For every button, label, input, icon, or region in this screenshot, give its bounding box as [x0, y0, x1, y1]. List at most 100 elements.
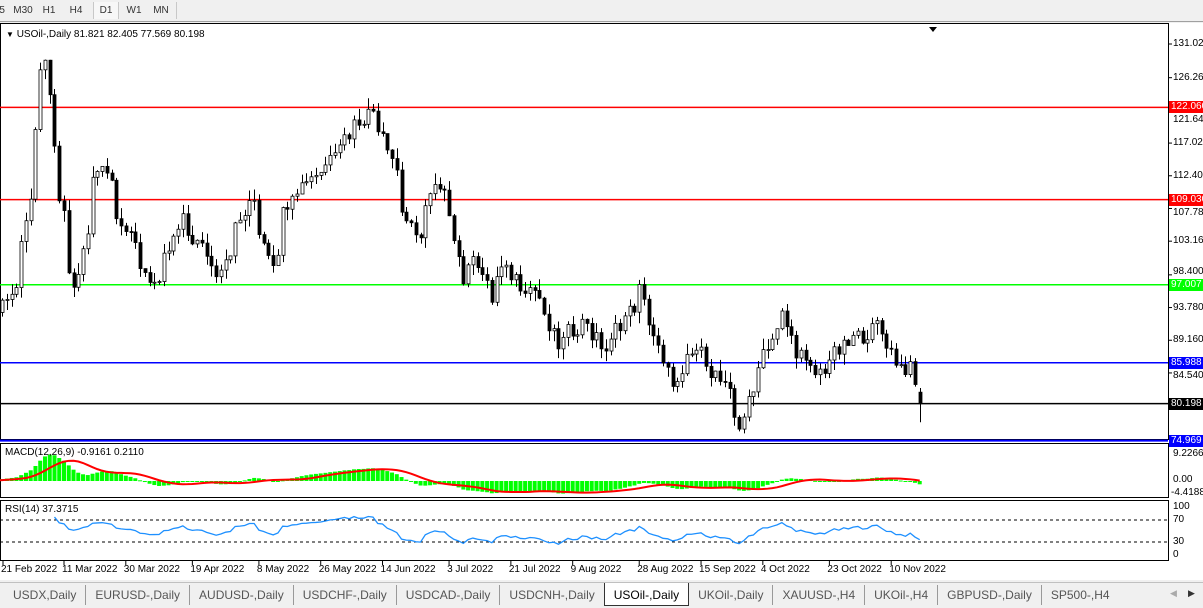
macd-histogram-bar: [81, 474, 86, 481]
candle-body: [846, 339, 851, 346]
price-axis-label: 112.400: [1173, 169, 1203, 181]
candle-body: [438, 184, 443, 190]
candle-body: [300, 182, 305, 195]
chart-tab[interactable]: USDCAD-,Daily: [397, 585, 501, 605]
macd-axis-min: -4.4188: [1171, 487, 1203, 498]
candle-body: [14, 287, 19, 295]
macd-histogram-bar: [794, 478, 799, 481]
chart-tab[interactable]: GBPUSD-,Daily: [938, 585, 1042, 605]
level-price-label: 85.988: [1169, 356, 1203, 369]
candle-body: [133, 231, 138, 243]
chart-tabs: USDX,Daily EURUSD-,Daily AUDUSD-,Daily USDC…: [0, 582, 1203, 608]
macd-histogram-bar: [475, 481, 480, 492]
macd-histogram-bar: [513, 481, 518, 492]
chart-tab[interactable]: UKOil-,H4: [865, 585, 939, 605]
timeframe-w1[interactable]: W1: [126, 5, 142, 16]
candle-body: [423, 205, 428, 239]
macd-histogram-bar: [760, 481, 765, 487]
timeframe-m5[interactable]: M5: [0, 5, 5, 16]
macd-histogram-bar: [570, 481, 575, 494]
macd-histogram-bar: [385, 471, 390, 481]
macd-label: MACD(12,26,9) -0.9161 0.2110: [5, 447, 144, 458]
chart-tab[interactable]: AUDUSD-,Daily: [190, 585, 294, 605]
date-axis-label: 10 Nov 2022: [889, 564, 946, 575]
macd-histogram-bar: [418, 481, 423, 486]
price-axis-label: 93.780: [1173, 301, 1203, 313]
macd-histogram-bar: [161, 481, 166, 486]
chart-tab[interactable]: USDCHF-,Daily: [294, 585, 397, 605]
macd-histogram-bar: [428, 481, 433, 486]
chart-tab[interactable]: USDX,Daily: [4, 585, 87, 605]
macd-histogram-bar: [708, 481, 713, 488]
macd-histogram-bar: [104, 471, 109, 481]
macd-histogram-bar: [523, 481, 528, 492]
candle-body: [62, 200, 67, 211]
chart-tab[interactable]: SP500-,H4: [1050, 588, 1110, 602]
timeframe-mn[interactable]: MN: [153, 5, 169, 16]
candle-body: [823, 368, 828, 374]
chart-tab[interactable]: EURUSD-,Daily: [86, 585, 191, 605]
price-axis-label: 126.260: [1173, 71, 1203, 83]
macd-histogram-bar: [718, 481, 723, 488]
tab-scroll-left-icon[interactable]: ◀: [1170, 588, 1177, 598]
rsi-axis-0: 0: [1173, 549, 1179, 560]
macd-histogram-bar: [233, 481, 238, 483]
timeframe-h4[interactable]: H4: [69, 5, 83, 16]
macd-histogram-bar: [542, 481, 547, 492]
candle-body: [761, 349, 766, 369]
macd-histogram-bar: [180, 481, 185, 483]
candle-body: [95, 171, 100, 178]
candle-body: [642, 284, 647, 300]
candle-body: [623, 315, 628, 332]
macd-histogram-bar: [684, 481, 689, 489]
macd-histogram-bar: [157, 481, 162, 486]
candle-body: [442, 188, 447, 191]
macd-histogram-bar: [480, 481, 485, 492]
macd-histogram-bar: [442, 481, 447, 484]
macd-pane-frame: [0, 443, 1169, 498]
candle-body: [618, 322, 623, 332]
timeframe-m30[interactable]: M30: [13, 5, 33, 16]
candle-body: [561, 336, 566, 350]
chart-tab[interactable]: UKOil-,Daily: [689, 585, 774, 605]
date-axis-label: 28 Aug 2022: [637, 564, 694, 575]
candle-body: [766, 349, 771, 351]
level-price-label: 122.060: [1169, 101, 1203, 114]
candle-body: [33, 129, 38, 200]
candle-body: [119, 218, 124, 227]
candle-body: [419, 234, 424, 239]
macd-histogram-bar: [565, 481, 570, 494]
candle-body: [647, 298, 652, 326]
macd-histogram-bar: [784, 478, 789, 481]
macd-histogram-bar: [271, 481, 276, 482]
candle-body: [732, 388, 737, 418]
candle-body: [181, 213, 186, 230]
candle-body: [675, 381, 680, 387]
macd-histogram-bar: [409, 481, 414, 482]
macd-histogram-bar: [556, 481, 561, 494]
candle-body: [285, 207, 290, 210]
candle-body: [29, 198, 34, 222]
macd-histogram-bar: [489, 481, 494, 494]
macd-histogram-bar: [366, 468, 371, 481]
candle-body: [457, 240, 462, 258]
macd-histogram-bar: [66, 465, 71, 481]
candle-body: [0, 299, 5, 313]
timeframe-h1[interactable]: H1: [42, 5, 56, 16]
timeframe-d1[interactable]: D1: [93, 2, 119, 19]
macd-histogram-bar: [152, 481, 157, 486]
tab-scroll-right-icon[interactable]: ▶: [1188, 588, 1195, 598]
chart-tab[interactable]: USDCNH-,Daily: [509, 588, 595, 602]
candle-body: [709, 365, 714, 379]
macd-histogram-bar: [817, 481, 822, 482]
collapse-triangle-icon[interactable]: ▼: [6, 30, 14, 39]
candle-body: [899, 364, 904, 367]
candle-body: [533, 287, 538, 291]
chart-tab[interactable]: USOil-,Daily: [603, 583, 690, 606]
macd-histogram-bar: [76, 472, 81, 481]
chart-tab[interactable]: XAUUSD-,H4: [773, 585, 866, 605]
macd-histogram-bar: [884, 478, 889, 481]
candle-body: [590, 323, 595, 341]
candle-body: [67, 210, 72, 274]
